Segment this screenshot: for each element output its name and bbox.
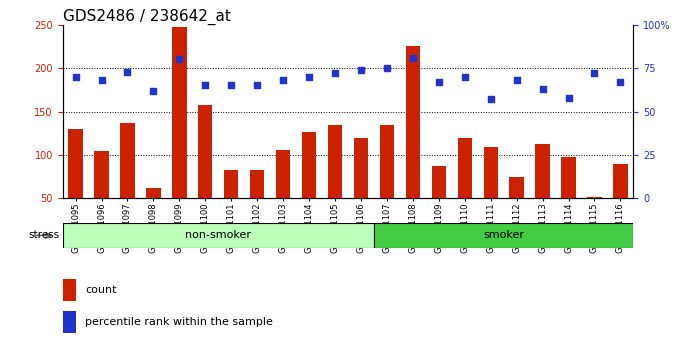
Text: non-smoker: non-smoker: [185, 230, 251, 240]
Point: [615, 79, 626, 85]
Text: percentile rank within the sample: percentile rank within the sample: [85, 317, 273, 327]
Point: [563, 95, 574, 101]
Bar: [328, 125, 342, 242]
Point: [226, 82, 237, 88]
Point: [122, 69, 133, 74]
Point: [511, 78, 522, 83]
Bar: [63, 279, 77, 301]
Point: [433, 79, 444, 85]
Bar: [63, 223, 374, 248]
Point: [148, 88, 159, 93]
Bar: [406, 46, 420, 242]
Bar: [146, 188, 161, 242]
Point: [537, 86, 548, 92]
Bar: [509, 177, 524, 242]
Point: [356, 67, 367, 73]
Point: [278, 78, 289, 83]
Point: [329, 70, 340, 76]
Bar: [198, 105, 212, 242]
Point: [459, 74, 470, 80]
Point: [70, 74, 81, 80]
Point: [252, 82, 263, 88]
Bar: [374, 223, 633, 248]
Text: stress: stress: [28, 230, 59, 240]
Point: [407, 55, 418, 61]
Point: [96, 78, 107, 83]
Bar: [250, 171, 264, 242]
Bar: [172, 27, 187, 242]
Point: [174, 57, 185, 62]
Point: [485, 97, 496, 102]
Text: smoker: smoker: [483, 230, 524, 240]
Point: [303, 74, 315, 80]
Bar: [63, 311, 77, 333]
Bar: [380, 125, 394, 242]
Bar: [457, 137, 472, 242]
Bar: [484, 147, 498, 242]
Bar: [302, 132, 316, 242]
Bar: [535, 144, 550, 242]
Bar: [562, 158, 576, 242]
Point: [381, 65, 393, 71]
Bar: [354, 138, 368, 242]
Text: count: count: [85, 285, 116, 296]
Bar: [432, 166, 446, 242]
Point: [200, 82, 211, 88]
Text: GDS2486 / 238642_at: GDS2486 / 238642_at: [63, 8, 230, 25]
Bar: [613, 164, 628, 242]
Bar: [95, 152, 109, 242]
Bar: [120, 123, 134, 242]
Bar: [587, 196, 601, 242]
Point: [589, 70, 600, 76]
Bar: [68, 129, 83, 242]
Bar: [224, 171, 239, 242]
Bar: [276, 150, 290, 242]
